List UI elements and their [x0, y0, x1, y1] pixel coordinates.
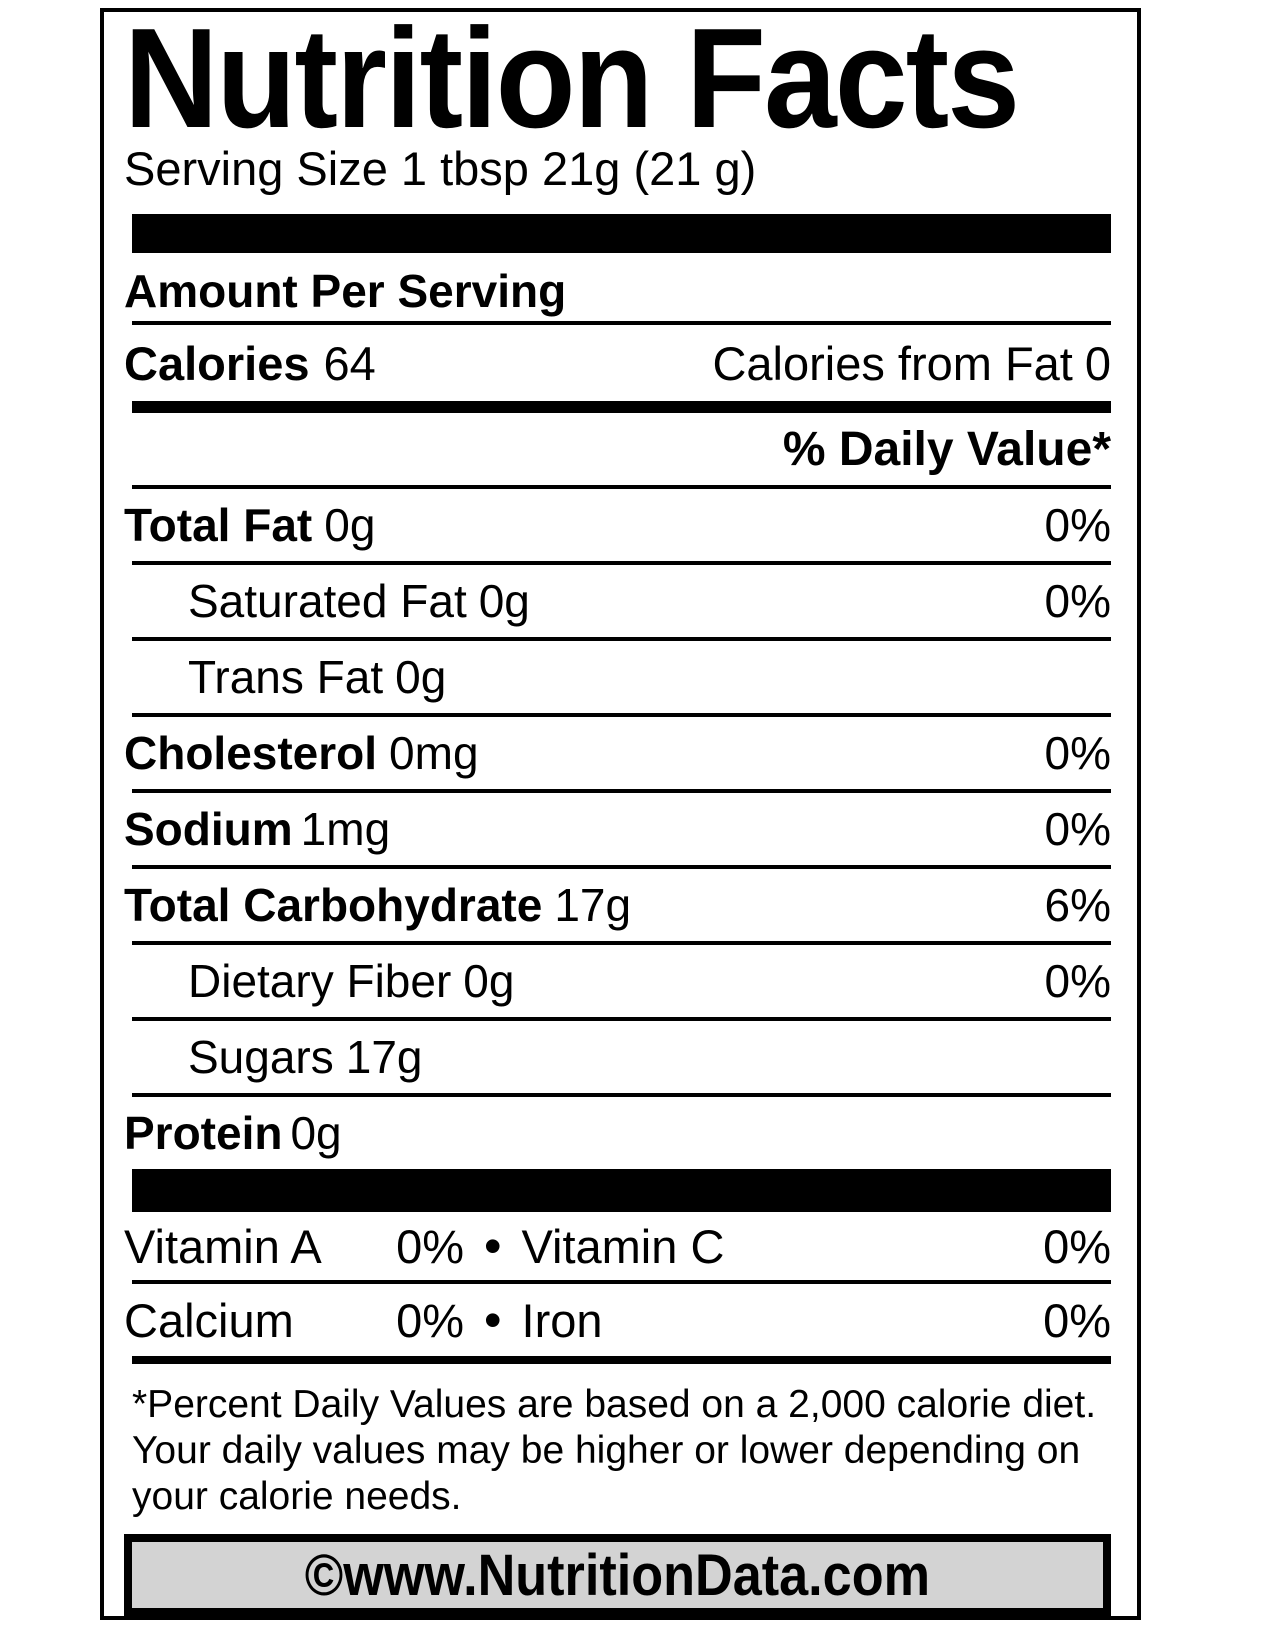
calories-from-fat-cell: Calories from Fat 0	[712, 336, 1111, 391]
vitamin-dv: 0%	[1043, 1219, 1111, 1273]
thin-rule	[132, 713, 1111, 717]
footnote-line: *Percent Daily Values are based on a 2,0…	[132, 1383, 1097, 1426]
footnote-line: your calorie needs.	[132, 1475, 462, 1518]
thin-rule	[132, 321, 1111, 325]
nutritiondata-footer-bar: ©www.NutritionData.com	[124, 1534, 1111, 1616]
nutritiondata-url: ©www.NutritionData.com	[304, 1542, 931, 1608]
footnote-line: Your daily values may be higher or lower…	[132, 1429, 1081, 1472]
calcium-cell: Calcium 0%	[124, 1293, 464, 1348]
nutrient-value: 17g	[554, 879, 632, 931]
nutrient-label: Protein	[124, 1107, 283, 1159]
nutrient-value: 0g	[324, 499, 376, 551]
nutrient-value: 17g	[345, 1031, 423, 1083]
vitamin-dv: 0%	[396, 1219, 464, 1273]
nutrient-row-trans-fat: Trans Fat 0g	[124, 641, 1111, 713]
thin-rule	[132, 561, 1111, 565]
iron-cell: Iron 0%	[522, 1293, 1111, 1348]
nutrient-value: 0g	[463, 955, 515, 1007]
nutrient-value: 0g	[290, 1107, 342, 1159]
nutrient-row-protein: Protein 0g	[124, 1097, 1111, 1169]
vitamin-row-1: Vitamin A 0% • Vitamin C 0%	[124, 1212, 1111, 1280]
nutrient-dv: 0%	[1044, 499, 1111, 551]
nutrient-row-total-carbohydrate: Total Carbohydrate 17g 6%	[124, 869, 1111, 941]
calories-from-fat-value: 0	[1084, 336, 1111, 390]
daily-value-header: % Daily Value*	[782, 422, 1111, 476]
thin-rule	[132, 485, 1111, 489]
divider-bar-top	[132, 214, 1111, 253]
thick-rule	[132, 401, 1111, 413]
nutrient-row-dietary-fiber: Dietary Fiber 0g 0%	[124, 945, 1111, 1017]
serving-size: Serving Size 1 tbsp 21g (21 g)	[124, 142, 757, 195]
calories-from-fat-label: Calories from Fat	[712, 336, 1073, 390]
vitamin-name: Calcium	[124, 1293, 294, 1347]
divider-bar-middle	[132, 1169, 1111, 1212]
nutrient-dv: 0%	[1044, 955, 1111, 1007]
nutrient-label: Dietary Fiber	[188, 955, 452, 1007]
vitamin-dv: 0%	[1043, 1293, 1111, 1347]
thin-rule	[132, 1280, 1111, 1284]
nutrient-dv: 0%	[1044, 727, 1111, 779]
bullet-separator: •	[484, 1292, 502, 1348]
nutrient-label: Cholesterol	[124, 727, 378, 779]
thin-rule	[132, 941, 1111, 945]
daily-value-footnote: *Percent Daily Values are based on a 2,0…	[124, 1364, 1111, 1520]
vitamin-a-cell: Vitamin A 0%	[124, 1219, 464, 1274]
bullet-separator: •	[484, 1218, 502, 1274]
label-title: Nutrition Facts	[124, 8, 1111, 158]
thin-rule	[132, 1093, 1111, 1097]
vitamin-dv: 0%	[396, 1293, 464, 1347]
label-title-text: Nutrition Facts	[124, 8, 1020, 158]
nutrient-label: Saturated Fat	[188, 575, 467, 627]
nutrient-value: 0g	[395, 651, 447, 703]
nutrient-value: 1mg	[300, 803, 391, 855]
nutrient-label: Total Carbohydrate	[124, 879, 543, 931]
calories-row: Calories 64 Calories from Fat 0	[124, 325, 1111, 401]
nutrient-value: 0mg	[389, 727, 479, 779]
nutrient-label: Sodium	[124, 803, 293, 855]
amount-per-serving-heading: Amount Per Serving	[124, 265, 567, 317]
calories-value: 64	[323, 336, 376, 390]
nutrient-dv: 0%	[1044, 575, 1111, 627]
vitamin-name: Vitamin C	[521, 1219, 725, 1273]
nutrient-row-total-fat: Total Fat 0g 0%	[124, 489, 1111, 561]
nutrient-label: Sugars	[188, 1031, 334, 1083]
nutrient-label: Total Fat	[124, 499, 313, 551]
nutrition-facts-label: Nutrition Facts Serving Size 1 tbsp 21g …	[100, 8, 1141, 1620]
thin-rule	[132, 1017, 1111, 1021]
calories-label: Calories	[124, 336, 310, 390]
nutrient-dv: 0%	[1044, 803, 1111, 855]
nutrient-dv: 6%	[1044, 879, 1111, 931]
vitamin-c-cell: Vitamin C 0%	[522, 1219, 1111, 1274]
thin-rule	[132, 637, 1111, 641]
calories-cell: Calories 64	[124, 336, 376, 391]
thin-rule	[132, 789, 1111, 793]
nutrient-row-saturated-fat: Saturated Fat 0g 0%	[124, 565, 1111, 637]
nutrient-row-sodium: Sodium 1mg 0%	[124, 793, 1111, 865]
vitamin-name: Iron	[521, 1293, 603, 1347]
nutrient-label: Trans Fat	[188, 651, 384, 703]
nutrient-row-cholesterol: Cholesterol 0mg 0%	[124, 717, 1111, 789]
nutrient-row-sugars: Sugars 17g	[124, 1021, 1111, 1093]
nutrient-value: 0g	[478, 575, 530, 627]
vitamin-name: Vitamin A	[124, 1219, 322, 1273]
vitamin-row-2: Calcium 0% • Iron 0%	[124, 1284, 1111, 1356]
thin-rule	[132, 865, 1111, 869]
medium-rule	[132, 1356, 1111, 1364]
